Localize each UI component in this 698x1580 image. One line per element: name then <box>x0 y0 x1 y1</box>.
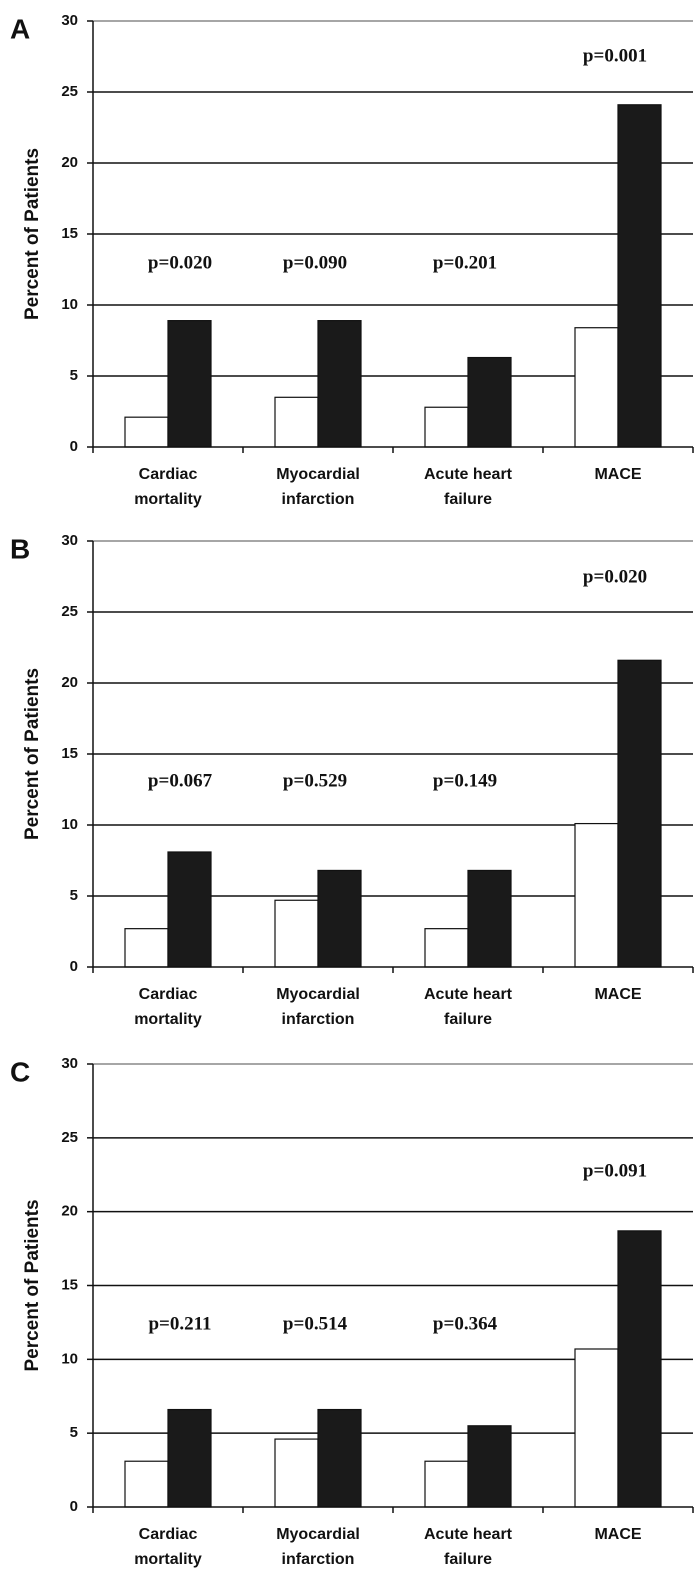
y-tick-label: 15 <box>61 745 78 762</box>
y-tick-label: 10 <box>61 816 78 833</box>
x-tick-label: infarction <box>282 1551 355 1568</box>
x-tick-label: Cardiac <box>139 466 198 483</box>
bar <box>274 1438 319 1508</box>
y-tick-label: 30 <box>61 1055 78 1072</box>
x-tick-label: failure <box>444 1551 492 1568</box>
bar <box>317 869 362 968</box>
bar <box>424 406 469 448</box>
bar <box>617 104 662 448</box>
x-tick-label: Myocardial <box>276 1526 360 1543</box>
x-tick-label: Acute heart <box>424 1526 513 1543</box>
bar <box>167 851 212 968</box>
x-tick-label: infarction <box>282 1011 355 1028</box>
y-tick-label: 5 <box>70 367 78 384</box>
x-tick-label: Cardiac <box>139 986 198 1003</box>
x-tick-label: failure <box>444 491 492 508</box>
x-tick-label: Myocardial <box>276 466 360 483</box>
bar <box>167 320 212 448</box>
bar <box>317 1408 362 1508</box>
annotation: p=0.149 <box>433 770 497 791</box>
annotation: p=0.090 <box>283 252 347 273</box>
annotation: p=0.020 <box>583 566 647 587</box>
x-tick-label: Cardiac <box>139 1526 198 1543</box>
bar <box>617 659 662 968</box>
y-tick-label: 15 <box>61 1276 78 1293</box>
y-axis-label: Percent of Patients <box>22 668 43 840</box>
annotation: p=0.514 <box>283 1313 348 1334</box>
annotation: p=0.067 <box>148 770 213 791</box>
x-tick-label: mortality <box>134 491 202 508</box>
y-tick-label: 0 <box>70 1498 78 1515</box>
bar <box>124 928 169 968</box>
bar <box>124 416 169 448</box>
y-tick-label: 25 <box>61 1129 78 1146</box>
annotation: p=0.364 <box>433 1313 498 1334</box>
y-tick-label: 25 <box>61 83 78 100</box>
bar <box>574 822 619 968</box>
bar <box>274 899 319 968</box>
y-tick-label: 10 <box>61 296 78 313</box>
y-tick-label: 20 <box>61 154 78 171</box>
panel-label: A <box>10 13 30 44</box>
annotation: p=0.211 <box>148 1313 211 1334</box>
x-tick-label: MACE <box>594 1526 641 1543</box>
bar <box>574 327 619 448</box>
annotation: p=0.020 <box>148 252 212 273</box>
x-tick-label: MACE <box>594 986 641 1003</box>
y-tick-label: 10 <box>61 1350 78 1367</box>
x-tick-label: Acute heart <box>424 466 513 483</box>
y-tick-label: 20 <box>61 1203 78 1220</box>
bar <box>467 869 512 968</box>
x-tick-label: Myocardial <box>276 986 360 1003</box>
y-axis-label: Percent of Patients <box>22 1199 43 1371</box>
x-tick-label: mortality <box>134 1551 202 1568</box>
panel-label: B <box>10 533 30 564</box>
bar <box>317 320 362 448</box>
bar <box>574 1348 619 1508</box>
bar <box>424 1460 469 1508</box>
y-tick-label: 0 <box>70 958 78 975</box>
y-tick-label: 15 <box>61 225 78 242</box>
x-tick-label: Acute heart <box>424 986 513 1003</box>
y-axis-label: Percent of Patients <box>22 148 43 320</box>
bar <box>124 1460 169 1508</box>
x-tick-label: failure <box>444 1011 492 1028</box>
y-tick-label: 30 <box>61 12 78 29</box>
y-tick-label: 5 <box>70 1424 78 1441</box>
x-tick-label: MACE <box>594 466 641 483</box>
annotation: p=0.201 <box>433 252 497 273</box>
y-tick-label: 5 <box>70 887 78 904</box>
y-tick-label: 25 <box>61 603 78 620</box>
x-tick-label: mortality <box>134 1011 202 1028</box>
x-tick-label: infarction <box>282 491 355 508</box>
annotation: p=0.529 <box>283 770 347 791</box>
bar <box>467 356 512 448</box>
bar <box>617 1230 662 1508</box>
panel-label: C <box>10 1056 30 1087</box>
bar <box>167 1408 212 1508</box>
bar <box>274 396 319 448</box>
bar <box>424 928 469 968</box>
y-tick-label: 0 <box>70 438 78 455</box>
annotation: p=0.001 <box>583 45 647 66</box>
bar <box>467 1425 512 1508</box>
y-tick-label: 30 <box>61 532 78 549</box>
annotation: p=0.091 <box>583 1160 647 1181</box>
y-tick-label: 20 <box>61 674 78 691</box>
